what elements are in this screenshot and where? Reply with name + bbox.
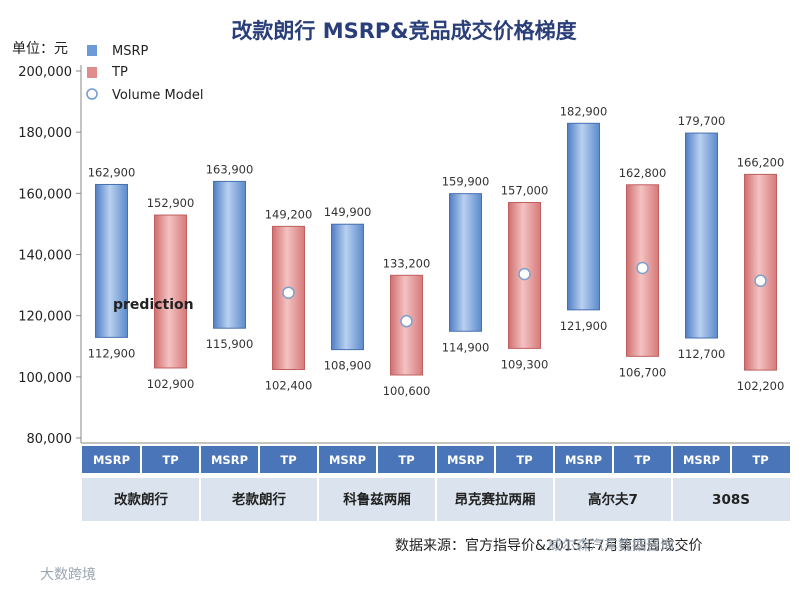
msrp-high-label: 159,900: [442, 175, 490, 189]
y-axis: 80,000 100,000 120,000 140,000 160,000 180,00…: [18, 65, 81, 447]
legend-volume-swatch: [86, 88, 98, 100]
msrp-high-label: 162,900: [88, 165, 136, 179]
sub-label: MSRP: [211, 453, 248, 467]
legend-tp-label: TP: [111, 65, 128, 80]
sub-label: TP: [516, 453, 532, 467]
legend: MSRP TP Volume Model: [86, 44, 204, 103]
chart-title: 改款朗行 MSRP&竞品成交价格梯度: [231, 19, 576, 43]
tp-bar: [154, 214, 187, 369]
category-label: 老款朗行: [232, 491, 286, 508]
sub-label: TP: [398, 453, 414, 467]
y-tick-label: 200,000: [18, 65, 72, 80]
y-tick-label: 100,000: [18, 371, 72, 386]
sub-label: TP: [752, 453, 768, 467]
volume-model-marker: [518, 267, 531, 281]
tp-low-label: 100,600: [383, 384, 431, 398]
legend-volume-label: Volume Model: [112, 88, 204, 103]
sub-label: MSRP: [683, 453, 720, 467]
msrp-bar: [213, 180, 246, 329]
msrp-low-label: 114,900: [442, 340, 490, 354]
msrp-low-label: 112,900: [88, 346, 136, 360]
category-label: 高尔夫7: [588, 491, 638, 508]
sub-label: MSRP: [447, 453, 484, 467]
watermark-left: 大数跨境: [40, 567, 96, 583]
sub-label: MSRP: [329, 453, 366, 467]
volume-model-marker: [400, 314, 413, 328]
msrp-low-label: 115,900: [206, 337, 254, 351]
sub-label: TP: [280, 453, 296, 467]
msrp-high-label: 179,700: [678, 114, 726, 128]
tp-low-label: 106,700: [619, 365, 667, 379]
watermark-right: 威尔森汽车数据咨询: [548, 537, 674, 554]
tp-bar: [508, 202, 541, 349]
msrp-bar: [95, 183, 128, 338]
legend-msrp-swatch: [87, 45, 97, 56]
sub-label: MSRP: [93, 453, 130, 467]
tp-bar: [272, 225, 305, 370]
category-label: 308S: [712, 492, 750, 508]
msrp-high-label: 182,900: [560, 104, 608, 118]
y-tick-label: 80,000: [27, 432, 73, 447]
tp-low-label: 102,200: [737, 379, 785, 393]
msrp-bar: [567, 122, 600, 311]
volume-model-marker: [282, 286, 295, 299]
tp-high-label: 157,000: [501, 184, 549, 198]
volume-model-marker: [754, 274, 767, 288]
bars-layer: [95, 122, 777, 376]
tp-high-label: 162,800: [619, 166, 667, 180]
category-label: 昂克赛拉两厢: [455, 491, 536, 508]
y-tick-label: 140,000: [18, 249, 72, 264]
legend-tp-swatch: [87, 67, 97, 78]
tp-low-label: 102,400: [265, 378, 313, 392]
msrp-low-label: 108,900: [324, 359, 372, 373]
msrp-bar: [449, 193, 482, 332]
sub-label: TP: [634, 453, 650, 467]
tp-high-label: 133,200: [383, 256, 431, 270]
sub-label: MSRP: [565, 453, 602, 467]
msrp-low-label: 112,700: [678, 347, 726, 361]
y-tick-label: 180,000: [18, 126, 72, 141]
value-labels-layer: 162,900 112,900 152,900 102,900 163,900 115,9…: [88, 104, 785, 398]
msrp-bar: [685, 132, 718, 339]
tp-low-label: 109,300: [501, 357, 549, 371]
y-tick-label: 160,000: [18, 187, 72, 202]
tp-bar: [744, 173, 777, 371]
prediction-label: prediction: [113, 297, 194, 313]
msrp-bar: [331, 223, 364, 351]
tp-high-label: 149,200: [265, 207, 313, 221]
category-label: 科鲁兹两厢: [343, 491, 411, 508]
unit-label: 单位：元: [12, 41, 68, 57]
sub-label: TP: [162, 453, 178, 467]
volume-markers-layer: [282, 261, 767, 328]
y-tick-label: 120,000: [18, 310, 72, 325]
tp-high-label: 166,200: [737, 155, 785, 169]
legend-msrp-label: MSRP: [112, 44, 149, 59]
category-table: MSRP TP 改款朗行 MSRP TP 老款朗行 MSRP TP 科鲁兹两厢 MSRP TP 昂克赛…: [82, 446, 790, 521]
source-note: 数据来源：官方指导价&2015年7月第四周成交价: [395, 537, 702, 554]
msrp-low-label: 121,900: [560, 319, 608, 333]
tp-low-label: 102,900: [147, 377, 195, 391]
msrp-high-label: 163,900: [206, 162, 254, 176]
category-label: 改款朗行: [114, 491, 168, 508]
volume-model-marker: [636, 261, 649, 275]
msrp-high-label: 149,900: [324, 205, 372, 219]
tp-high-label: 152,900: [147, 196, 195, 210]
